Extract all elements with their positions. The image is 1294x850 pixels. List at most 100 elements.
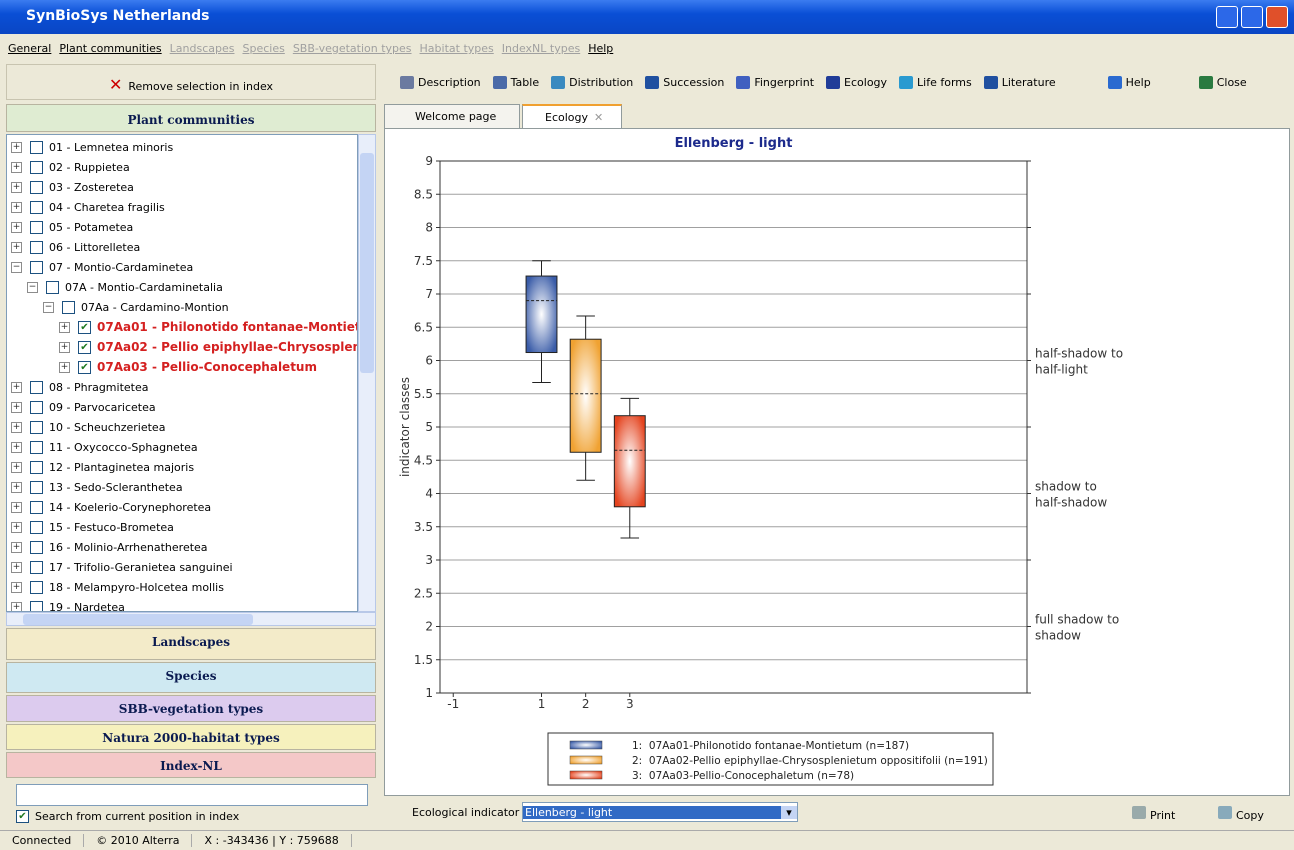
checkbox[interactable] <box>30 240 43 254</box>
expander[interactable]: + <box>11 521 22 533</box>
expander[interactable]: − <box>43 301 54 313</box>
scroll-thumb[interactable] <box>23 614 253 625</box>
tree-item[interactable]: + ✔ 07Aa01 - Philonotido fontanae-Montietu <box>7 317 357 337</box>
toolbar-button[interactable]: Literature <box>983 75 1056 89</box>
checkbox[interactable] <box>30 420 43 434</box>
remove-selection-button[interactable]: ✕ Remove selection in index <box>6 64 376 100</box>
checkbox[interactable] <box>30 160 43 174</box>
toolbar-button[interactable]: Description <box>400 75 481 89</box>
checkbox[interactable] <box>30 580 43 594</box>
checkbox[interactable] <box>62 300 75 314</box>
vertical-scrollbar[interactable] <box>358 134 376 612</box>
horizontal-scrollbar[interactable] <box>6 612 376 626</box>
section-header[interactable]: Index-NL <box>6 752 376 778</box>
menu-item[interactable]: IndexNL types <box>501 42 581 55</box>
expander[interactable]: + <box>11 541 22 553</box>
toolbar-button[interactable]: Life forms <box>899 75 972 89</box>
tree-item[interactable]: − 07Aa - Cardamino-Montion <box>7 297 357 317</box>
tree-item[interactable]: +19 - Nardetea <box>7 597 357 612</box>
tree-item[interactable]: +15 - Festuco-Brometea <box>7 517 357 537</box>
toolbar-button[interactable]: Succession <box>645 75 724 89</box>
tree-item[interactable]: +14 - Koelerio-Corynephoretea <box>7 497 357 517</box>
tab-active[interactable]: Ecology ✕ <box>522 104 622 128</box>
expander[interactable]: + <box>11 601 22 612</box>
checkbox[interactable] <box>30 460 43 474</box>
checkbox[interactable] <box>30 520 43 534</box>
tree-item[interactable]: +12 - Plantaginetea majoris <box>7 457 357 477</box>
tree-item[interactable]: + ✔ 07Aa02 - Pellio epiphyllae-Chrysosplen… <box>7 337 357 357</box>
checkbox[interactable]: ✔ <box>16 810 29 823</box>
menu-item[interactable]: Species <box>242 42 285 55</box>
toolbar-button[interactable]: Help <box>1107 75 1151 89</box>
checkbox[interactable] <box>30 600 43 611</box>
tree-item[interactable]: +09 - Parvocaricetea <box>7 397 357 417</box>
expander[interactable]: + <box>59 361 70 373</box>
search-option[interactable]: ✔ Search from current position in index <box>16 810 239 823</box>
checkbox[interactable] <box>30 200 43 214</box>
expander[interactable]: + <box>11 421 22 433</box>
expander[interactable]: + <box>11 581 22 593</box>
tree-item[interactable]: + ✔ 07Aa03 - Pellio-Conocephaletum <box>7 357 357 377</box>
tree-item[interactable]: +05 - Potametea <box>7 217 357 237</box>
menu-item[interactable]: General <box>8 42 52 55</box>
minimize-button[interactable] <box>1216 6 1238 28</box>
section-header[interactable]: SBB-vegetation types <box>6 695 376 722</box>
tree-item[interactable]: − 07 - Montio-Cardaminetea <box>7 257 357 277</box>
checkbox[interactable] <box>30 400 43 414</box>
copy-button[interactable]: Copy <box>1218 806 1264 822</box>
expander[interactable]: + <box>11 501 22 513</box>
checkbox[interactable] <box>30 180 43 194</box>
menu-item[interactable]: Help <box>588 42 614 55</box>
checkbox[interactable] <box>30 380 43 394</box>
checkbox[interactable] <box>46 280 59 294</box>
expander[interactable]: + <box>59 341 70 353</box>
expander[interactable]: + <box>11 181 22 193</box>
checkbox[interactable]: ✔ <box>78 360 91 374</box>
toolbar-button[interactable]: Table <box>492 75 539 89</box>
print-button[interactable]: Print <box>1132 806 1175 822</box>
tree-item[interactable]: +17 - Trifolio-Geranietea sanguinei <box>7 557 357 577</box>
tree-item[interactable]: +10 - Scheuchzerietea <box>7 417 357 437</box>
checkbox[interactable]: ✔ <box>78 340 91 354</box>
checkbox[interactable]: ✔ <box>78 320 91 334</box>
close-window-button[interactable] <box>1266 6 1288 28</box>
expander[interactable]: + <box>11 461 22 473</box>
menu-item[interactable]: SBB-vegetation types <box>292 42 412 55</box>
scroll-thumb[interactable] <box>360 153 374 373</box>
checkbox[interactable] <box>30 480 43 494</box>
expander[interactable]: + <box>11 441 22 453</box>
expander[interactable]: + <box>11 481 22 493</box>
checkbox[interactable] <box>30 440 43 454</box>
search-input[interactable] <box>16 784 368 806</box>
tree-item[interactable]: − 07A - Montio-Cardaminetalia <box>7 277 357 297</box>
tree-item[interactable]: +16 - Molinio-Arrhenatheretea <box>7 537 357 557</box>
tree-item[interactable]: +11 - Oxycocco-Sphagnetea <box>7 437 357 457</box>
toolbar-button[interactable]: Ecology <box>826 75 887 89</box>
checkbox[interactable] <box>30 500 43 514</box>
section-header[interactable]: Landscapes <box>6 628 376 660</box>
toolbar-button[interactable]: Close <box>1198 75 1247 89</box>
checkbox[interactable] <box>30 560 43 574</box>
expander[interactable]: − <box>27 281 38 293</box>
tree-item[interactable]: +08 - Phragmitetea <box>7 377 357 397</box>
section-header[interactable]: Natura 2000-habitat types <box>6 724 376 750</box>
tree-item[interactable]: +06 - Littorelletea <box>7 237 357 257</box>
checkbox[interactable] <box>30 140 43 154</box>
tree-item[interactable]: +01 - Lemnetea minoris <box>7 137 357 157</box>
expander[interactable]: + <box>11 561 22 573</box>
maximize-button[interactable] <box>1241 6 1263 28</box>
tree-item[interactable]: +03 - Zosteretea <box>7 177 357 197</box>
expander[interactable]: + <box>11 141 22 153</box>
expander[interactable]: − <box>11 261 22 273</box>
expander[interactable]: + <box>11 381 22 393</box>
expander[interactable]: + <box>59 321 70 333</box>
tree-item[interactable]: +18 - Melampyro-Holcetea mollis <box>7 577 357 597</box>
menu-item[interactable]: Habitat types <box>419 42 494 55</box>
checkbox[interactable] <box>30 540 43 554</box>
tree-item[interactable]: +02 - Ruppietea <box>7 157 357 177</box>
expander[interactable]: + <box>11 241 22 253</box>
tree-item[interactable]: +13 - Sedo-Scleranthetea <box>7 477 357 497</box>
tree-item[interactable]: +04 - Charetea fragilis <box>7 197 357 217</box>
checkbox[interactable] <box>30 220 43 234</box>
expander[interactable]: + <box>11 161 22 173</box>
